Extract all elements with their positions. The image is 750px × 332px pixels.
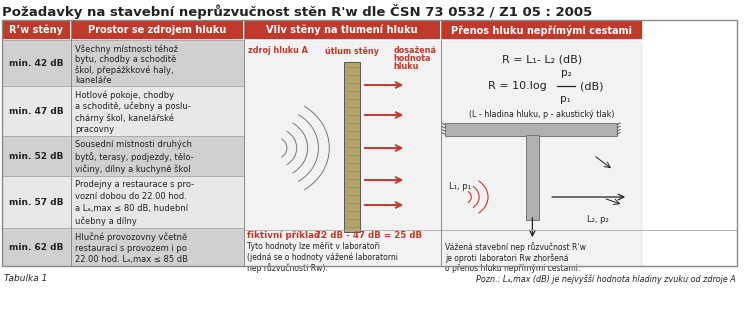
Text: útlum stěny: útlum stěny xyxy=(326,46,380,55)
Bar xyxy=(71,228,244,266)
Text: R = L₁- L₂ (dB): R = L₁- L₂ (dB) xyxy=(502,54,582,64)
Bar xyxy=(244,20,441,40)
Text: kaneláře: kaneláře xyxy=(75,76,112,85)
Text: (dB): (dB) xyxy=(580,81,603,91)
Bar xyxy=(441,20,643,40)
Text: R’w stěny: R’w stěny xyxy=(10,25,64,35)
Text: vozní dobou do 22.00 hod.: vozní dobou do 22.00 hod. xyxy=(75,192,187,201)
Text: p₁: p₁ xyxy=(560,94,572,104)
FancyBboxPatch shape xyxy=(445,123,617,136)
Text: Požadavky na stavební neprůzvučnost stěn R'w dle ČSN 73 0532 / Z1 05 : 2005: Požadavky na stavební neprůzvučnost stěn… xyxy=(2,4,592,19)
Text: Hlučné provozovny včetně: Hlučné provozovny včetně xyxy=(75,232,188,241)
Text: Vliv stěny na tlumení hluku: Vliv stěny na tlumení hluku xyxy=(266,25,418,35)
Bar xyxy=(441,40,643,266)
Text: min. 42 dB: min. 42 dB xyxy=(9,58,64,67)
Bar xyxy=(71,20,244,40)
Text: Pozn.: Lₐ,max (dB) je nejvyšší hodnota hladiny zvuku od zdroje A: Pozn.: Lₐ,max (dB) je nejvyšší hodnota h… xyxy=(476,274,736,284)
Bar xyxy=(2,228,71,266)
Bar xyxy=(2,40,71,86)
Bar xyxy=(71,136,244,176)
Bar xyxy=(2,20,71,40)
Text: min. 57 dB: min. 57 dB xyxy=(9,198,64,207)
Text: p₂: p₂ xyxy=(560,68,572,78)
Text: Tyto hodnoty lze měřit v laboratoři
(jedná se o hodnoty vážené laboratorni
nep r: Tyto hodnoty lze měřit v laboratoři (jed… xyxy=(248,242,398,274)
Text: chárny škol, kanelářské: chárny škol, kanelářské xyxy=(75,113,174,123)
Text: učebny a dílny: učebny a dílny xyxy=(75,216,136,226)
Text: Tabulka 1: Tabulka 1 xyxy=(4,274,47,283)
Text: zdroj hluku A: zdroj hluku A xyxy=(248,46,308,55)
Text: vičiny, dílny a kuchyně škol: vičiny, dílny a kuchyně škol xyxy=(75,164,190,174)
Bar xyxy=(526,135,539,220)
Text: dosažená: dosažená xyxy=(394,46,436,55)
Bar xyxy=(71,86,244,136)
Bar xyxy=(2,176,71,228)
Text: restaurací s provozem i po: restaurací s provozem i po xyxy=(75,243,187,253)
Bar xyxy=(71,40,244,86)
Bar xyxy=(2,136,71,176)
Text: L₁, p₁: L₁, p₁ xyxy=(448,182,470,191)
Text: pracovny: pracovny xyxy=(75,125,114,134)
Text: min. 62 dB: min. 62 dB xyxy=(9,242,64,252)
Bar xyxy=(344,62,360,232)
Text: min. 52 dB: min. 52 dB xyxy=(9,151,64,160)
Text: Přenos hluku nepřímými cestami: Přenos hluku nepřímými cestami xyxy=(452,25,632,36)
Bar xyxy=(2,20,737,266)
Text: fiktivní příklad:: fiktivní příklad: xyxy=(248,231,324,240)
Text: a schoditě, učebny a poslu-: a schoditě, učebny a poslu- xyxy=(75,102,190,111)
Text: Vážená stavební nep růzvučnost R’w
je oproti laboratori Rw zhoršená
o přenos hlu: Vážená stavební nep růzvučnost R’w je op… xyxy=(445,242,586,273)
Text: R = 10.log: R = 10.log xyxy=(488,81,547,91)
Text: Prostor se zdrojem hluku: Prostor se zdrojem hluku xyxy=(88,25,226,35)
Text: Všechny místnosti téhož: Všechny místnosti téhož xyxy=(75,44,178,53)
Text: hluku: hluku xyxy=(394,62,418,71)
Bar xyxy=(2,86,71,136)
Bar xyxy=(244,40,441,266)
Text: Hotlové pokoje, chodby: Hotlové pokoje, chodby xyxy=(75,90,174,100)
Text: škol, přepážkkové haly,: škol, přepážkkové haly, xyxy=(75,65,173,75)
Text: bytu, chodby a schoditě: bytu, chodby a schoditě xyxy=(75,55,176,64)
Text: a Lₐ,max ≤ 80 dB, hudební: a Lₐ,max ≤ 80 dB, hudební xyxy=(75,204,188,213)
Text: Sousední místnosti druhých: Sousední místnosti druhých xyxy=(75,140,192,149)
Text: min. 47 dB: min. 47 dB xyxy=(9,107,64,116)
Text: 22.00 hod. Lₐ,max ≤ 85 dB: 22.00 hod. Lₐ,max ≤ 85 dB xyxy=(75,255,188,264)
Text: L₂, p₂: L₂, p₂ xyxy=(586,215,608,224)
Text: Prodejny a restaurace s pro-: Prodejny a restaurace s pro- xyxy=(75,180,194,189)
Text: bytů, terasy, podjezdy, tělo-: bytů, terasy, podjezdy, tělo- xyxy=(75,152,194,162)
Text: hodnota: hodnota xyxy=(394,54,431,63)
Bar xyxy=(71,176,244,228)
Text: (L - hladina hluku, p - akustický tlak): (L - hladina hluku, p - akustický tlak) xyxy=(469,110,614,119)
Text: 72 dB - 47 dB = 25 dB: 72 dB - 47 dB = 25 dB xyxy=(314,231,422,240)
